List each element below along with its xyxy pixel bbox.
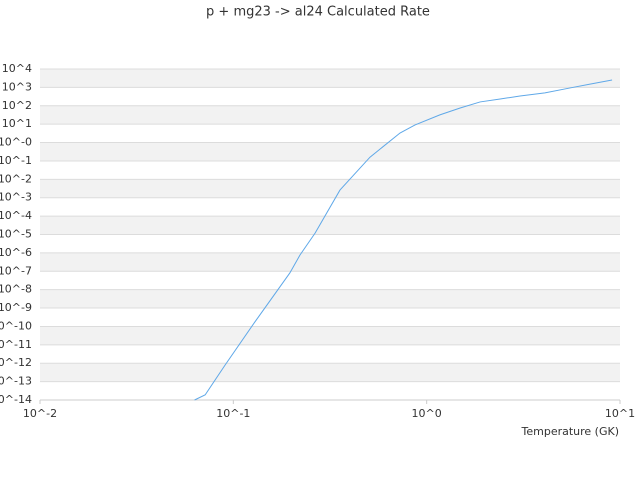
x-tick-label: 10^0: [412, 407, 442, 420]
y-tick-label: 10^-6: [0, 246, 32, 259]
grid-bands: [40, 69, 620, 382]
chart-title: p + mg23 -> al24 Calculated Rate: [206, 5, 430, 20]
y-tick-label: 10^-7: [0, 264, 32, 277]
grid-band: [40, 326, 620, 345]
grid-band: [40, 289, 620, 309]
y-tick-label: 10^-12: [0, 356, 32, 369]
x-tick-label: 10^-2: [23, 407, 57, 420]
y-tick-label: 10^-14: [0, 393, 32, 406]
y-tick-label: 10^4: [2, 62, 32, 75]
grid-band: [40, 363, 620, 382]
x-tick-label: 10^-1: [216, 407, 250, 420]
y-tick-label: 10^-4: [0, 209, 32, 222]
y-tick-label: 10^-9: [0, 301, 32, 314]
y-tick-label: 10^-11: [0, 338, 32, 351]
y-tick-label: 10^-8: [0, 283, 32, 296]
data-line: [194, 79, 613, 401]
grid-band: [40, 252, 620, 272]
grid-band: [40, 142, 620, 161]
y-tick-label: 10^-10: [0, 319, 32, 332]
y-tick-label: 10^3: [2, 80, 32, 93]
y-tick-label: 10^-13: [0, 375, 32, 388]
grid-band: [40, 69, 620, 88]
grid-band: [40, 216, 620, 235]
y-tick-label: 10^-0: [0, 136, 32, 149]
y-tick-label: 10^2: [2, 99, 32, 112]
grid-band: [40, 105, 620, 125]
x-axis-label: Temperature (GK): [521, 425, 620, 438]
y-tick-label: 10^-2: [0, 172, 32, 185]
x-tick-label: 10^1: [605, 407, 635, 420]
y-tick-label: 10^-1: [0, 154, 32, 167]
y-tick-label: 10^-5: [0, 228, 32, 241]
y-tick-label: 10^1: [2, 117, 32, 130]
y-tick-label: 10^-3: [0, 191, 32, 204]
grid-band: [40, 179, 620, 198]
